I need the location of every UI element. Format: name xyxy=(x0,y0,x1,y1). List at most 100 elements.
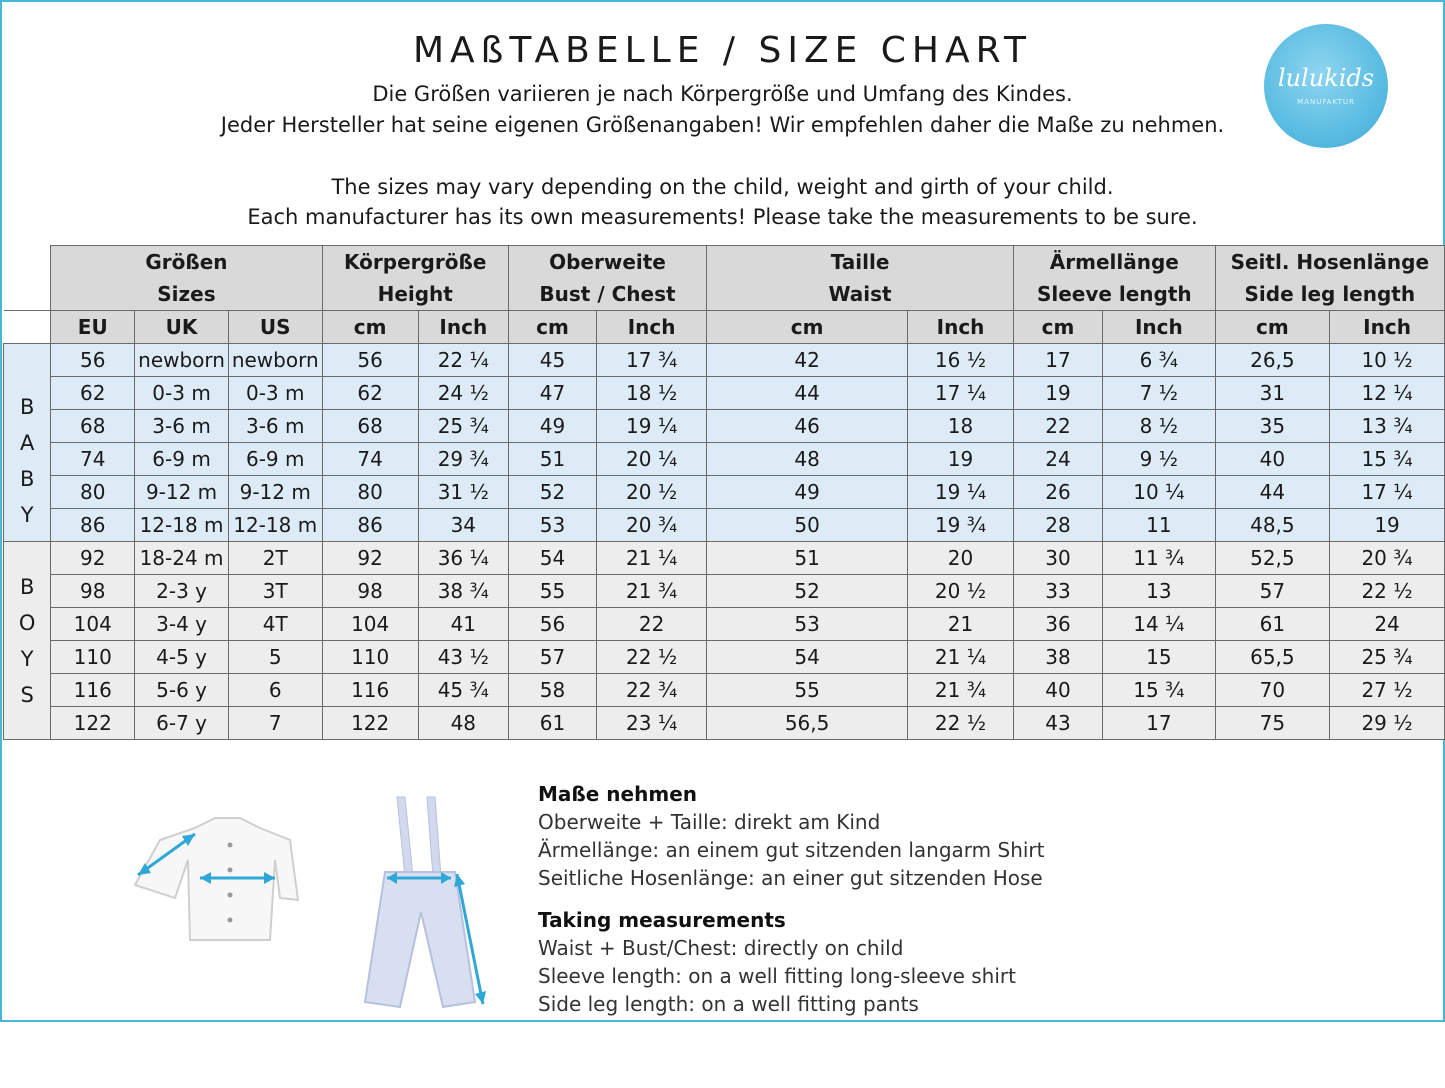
table-cell: 55 xyxy=(507,574,598,608)
table-cell: 20 ¼ xyxy=(596,442,708,476)
unit-header-cell: Inch xyxy=(907,310,1014,344)
logo-wordmark: lulukids xyxy=(1277,64,1375,92)
table-cell: 13 xyxy=(1102,574,1216,608)
group-waist: Taille Waist xyxy=(706,245,1014,311)
table-cell: 53 xyxy=(507,508,598,542)
table-cell: 17 xyxy=(1012,343,1104,377)
table-cell: 19 xyxy=(1012,376,1104,410)
table-cell: 20 ¾ xyxy=(1329,541,1445,575)
table-cell: 46 xyxy=(706,409,909,443)
table-cell: 61 xyxy=(1214,607,1331,641)
brand-logo: lulukids MANUFAKTUR xyxy=(1264,24,1388,148)
table-cell: 41 xyxy=(417,607,509,641)
table-cell: 55 xyxy=(706,673,909,707)
table-cell: 12 ¼ xyxy=(1329,376,1445,410)
page-title: MAßTABELLE / SIZE CHART xyxy=(412,30,1033,71)
logo-subtitle: MANUFAKTUR xyxy=(1297,98,1355,106)
table-cell: 18 xyxy=(907,409,1014,443)
table-cell: 6-9 m xyxy=(134,442,229,476)
table-cell: 15 xyxy=(1102,640,1216,674)
table-cell: 74 xyxy=(321,442,419,476)
table-cell: 4T xyxy=(227,607,323,641)
table-cell: 52 xyxy=(706,574,909,608)
table-cell: 80 xyxy=(321,475,419,509)
table-cell: 70 xyxy=(1214,673,1331,707)
unit-header-cell: cm xyxy=(1214,310,1331,344)
table-cell: 15 ¾ xyxy=(1329,442,1445,476)
table-cell: 12-18 m xyxy=(227,508,323,542)
table-cell: 9-12 m xyxy=(134,475,229,509)
table-cell: 45 ¾ xyxy=(417,673,509,707)
table-cell: 62 xyxy=(50,376,136,410)
table-cell: 3-4 y xyxy=(134,607,229,641)
unit-header-cell: Inch xyxy=(1329,310,1445,344)
unit-header-cell: EU xyxy=(50,310,136,344)
table-cell: 22 xyxy=(1012,409,1104,443)
table-cell: 31 xyxy=(1214,376,1331,410)
instruction-line: Oberweite + Taille: direkt am Kind xyxy=(538,810,881,834)
table-cell: 7 xyxy=(227,706,323,740)
table-cell: 34 xyxy=(417,508,509,542)
table-cell: 10 ½ xyxy=(1329,343,1445,377)
table-cell: 44 xyxy=(1214,475,1331,509)
instructions-en: Taking measurements Waist + Bust/Chest: … xyxy=(538,908,1016,1016)
table-cell: 6-9 m xyxy=(227,442,323,476)
table-cell: 52 xyxy=(507,475,598,509)
table-cell: 0-3 m xyxy=(134,376,229,410)
table-cell: 53 xyxy=(706,607,909,641)
table-row: 62 0-3 m 0-3 m 62 24 ½ 47 18 ½ 44 17 ¼ 19 7 ½ 31 12 … xyxy=(4,376,1445,410)
table-row: 104 3-4 y 4T 104 41 56 22 53 21 36 14 ¼ 61 24 xyxy=(4,607,1445,641)
table-cell: 122 xyxy=(321,706,419,740)
table-cell: 18 ½ xyxy=(596,376,708,410)
table-cell: 49 xyxy=(507,409,598,443)
table-cell: 2-3 y xyxy=(134,574,229,608)
table-cell: 7 ½ xyxy=(1102,376,1216,410)
table-cell: 6 xyxy=(227,673,323,707)
table-row: 116 5-6 y 6 116 45 ¾ 58 22 ¾ 55 21 ¾ 40 15 ¾ 70 27 ½ xyxy=(4,673,1445,707)
table-cell: 24 ½ xyxy=(417,376,509,410)
instructions-en-heading: Taking measurements xyxy=(538,908,786,932)
table-cell: 23 ¼ xyxy=(596,706,708,740)
table-cell: 58 xyxy=(507,673,598,707)
table-cell: 9-12 m xyxy=(227,475,323,509)
table-cell: 49 xyxy=(706,475,909,509)
table-cell: 28 xyxy=(1012,508,1104,542)
table-cell: 13 ¾ xyxy=(1329,409,1445,443)
table-cell: 98 xyxy=(50,574,136,608)
table-cell: 43 ½ xyxy=(417,640,509,674)
table-cell: 56 xyxy=(321,343,419,377)
pants-illustration xyxy=(363,796,486,1009)
corner-cell xyxy=(3,310,52,344)
table-cell: 14 ¼ xyxy=(1102,607,1216,641)
table-cell: 5 xyxy=(227,640,323,674)
group-height: Körpergröße Height xyxy=(321,245,509,311)
unit-header-cell: Inch xyxy=(1102,310,1216,344)
table-cell: 22 xyxy=(596,607,708,641)
table-cell: 3-6 m xyxy=(227,409,323,443)
unit-header-row: EU UK US cm Inch cm Inch cm Inch cm Inch cm Inch xyxy=(3,310,1445,344)
table-cell: 16 ½ xyxy=(907,343,1014,377)
table-cell: 40 xyxy=(1012,673,1104,707)
table-cell: 22 ½ xyxy=(596,640,708,674)
table-cell: 51 xyxy=(706,541,909,575)
table-cell: 12-18 m xyxy=(134,508,229,542)
table-cell: 86 xyxy=(50,508,136,542)
table-cell: 10 ¼ xyxy=(1102,475,1216,509)
table-cell: 11 ¾ xyxy=(1102,541,1216,575)
table-cell: 54 xyxy=(706,640,909,674)
table-cell: 33 xyxy=(1012,574,1104,608)
table-cell: 50 xyxy=(706,508,909,542)
table-cell: 26,5 xyxy=(1214,343,1331,377)
table-cell: 43 xyxy=(1012,706,1104,740)
table-cell: 30 xyxy=(1012,541,1104,575)
table-cell: 36 ¼ xyxy=(417,541,509,575)
group-side-leg: Seitl. Hosenlänge Side leg length xyxy=(1214,245,1445,311)
table-cell: 45 xyxy=(507,343,598,377)
table-cell: 104 xyxy=(50,607,136,641)
table-cell: 21 ¼ xyxy=(907,640,1014,674)
table-cell: 44 xyxy=(706,376,909,410)
intro-line-en-2: Each manufacturer has its own measuremen… xyxy=(247,205,1198,229)
table-cell: 18-24 m xyxy=(134,541,229,575)
